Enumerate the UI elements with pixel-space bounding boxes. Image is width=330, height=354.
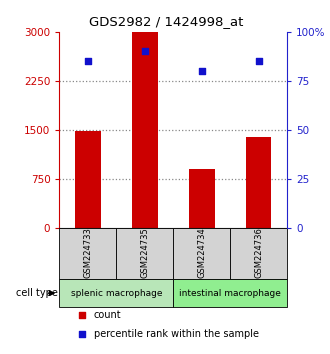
Point xyxy=(142,48,148,54)
Bar xyxy=(75,131,101,228)
Text: cell type: cell type xyxy=(16,288,58,298)
Text: GSM224734: GSM224734 xyxy=(197,227,206,278)
Text: percentile rank within the sample: percentile rank within the sample xyxy=(94,329,259,339)
Bar xyxy=(116,228,173,279)
Text: GSM224733: GSM224733 xyxy=(83,227,92,278)
Text: GSM224735: GSM224735 xyxy=(140,227,149,278)
Bar xyxy=(173,228,230,279)
Bar xyxy=(173,279,287,307)
Bar xyxy=(246,137,272,228)
Point xyxy=(256,58,261,64)
Text: count: count xyxy=(94,309,121,320)
Point xyxy=(199,68,204,74)
Text: GSM224736: GSM224736 xyxy=(254,227,263,278)
Bar xyxy=(59,279,173,307)
Bar xyxy=(189,169,214,228)
Text: splenic macrophage: splenic macrophage xyxy=(71,289,162,298)
Bar xyxy=(132,32,158,228)
Text: intestinal macrophage: intestinal macrophage xyxy=(179,289,281,298)
Point xyxy=(85,58,90,64)
Text: GDS2982 / 1424998_at: GDS2982 / 1424998_at xyxy=(89,15,244,28)
Bar xyxy=(59,228,116,279)
Bar xyxy=(230,228,287,279)
